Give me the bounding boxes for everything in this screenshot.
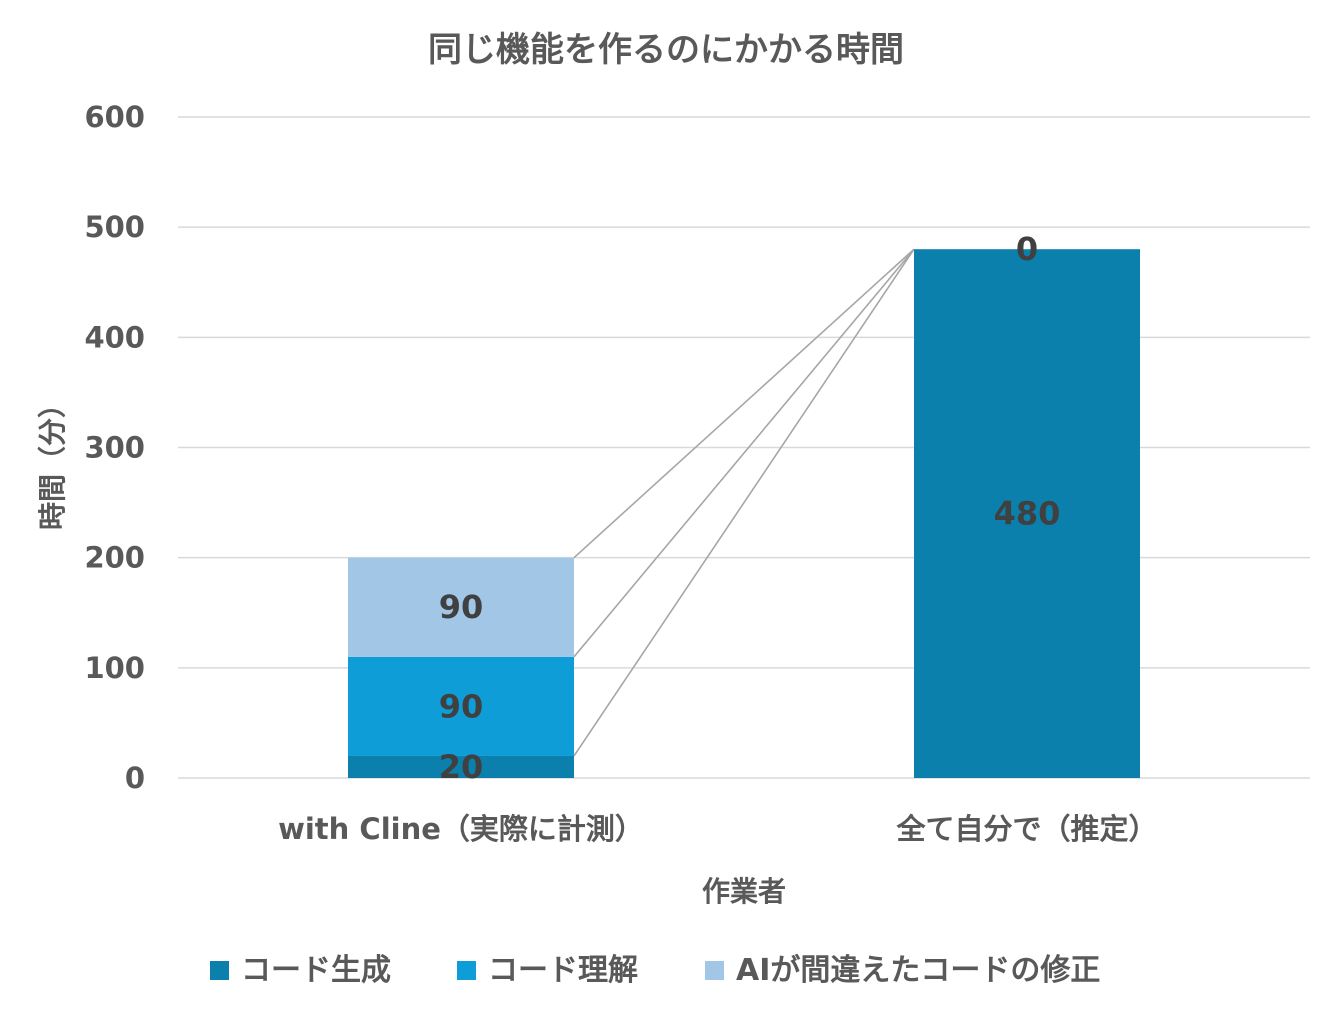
x-axis-categories: with Cline（実際に計測） 全て自分で（推定） — [278, 812, 1157, 846]
series-line — [573, 248, 915, 658]
series-lines — [573, 248, 915, 757]
y-axis-ticks: 0 100 200 300 400 500 600 — [84, 100, 145, 795]
data-label: 90 — [439, 588, 484, 626]
legend-label: コード生成 — [241, 953, 391, 988]
x-category-label: 全て自分で（推定） — [895, 812, 1157, 846]
y-axis-title: 時間（分） — [36, 390, 69, 530]
data-label: 0 — [1016, 230, 1038, 268]
bar-segment — [348, 557, 574, 657]
series-line — [573, 248, 915, 757]
y-tick-label: 400 — [84, 320, 145, 354]
chart-title: 同じ機能を作るのにかかる時間 — [428, 30, 904, 70]
legend-swatch — [210, 961, 229, 980]
y-tick-label: 600 — [84, 100, 145, 134]
y-tick-label: 100 — [84, 651, 145, 685]
gridlines — [178, 116, 1310, 779]
bar-segment — [348, 755, 574, 778]
y-tick-label: 300 — [84, 431, 145, 465]
x-category-label: with Cline（実際に計測） — [278, 812, 644, 846]
bar-segment — [348, 656, 574, 756]
bar-segment — [914, 249, 1140, 778]
series-line — [573, 248, 915, 559]
data-label: 90 — [439, 687, 484, 725]
legend-swatch — [705, 961, 724, 980]
data-label: 480 — [994, 495, 1061, 533]
bars — [348, 249, 1140, 778]
legend-label: コード理解 — [488, 953, 638, 988]
x-axis-title: 作業者 — [702, 875, 786, 908]
legend-swatch — [457, 961, 476, 980]
y-tick-label: 200 — [84, 541, 145, 575]
data-labels: 20 90 90 480 0 — [439, 230, 1061, 786]
y-tick-label: 500 — [84, 210, 145, 244]
legend-label: AIが間違えたコードの修正 — [736, 953, 1100, 988]
legend: コード生成 コード理解 AIが間違えたコードの修正 — [210, 953, 1100, 988]
data-label: 20 — [439, 748, 484, 786]
y-tick-label: 0 — [125, 761, 145, 795]
